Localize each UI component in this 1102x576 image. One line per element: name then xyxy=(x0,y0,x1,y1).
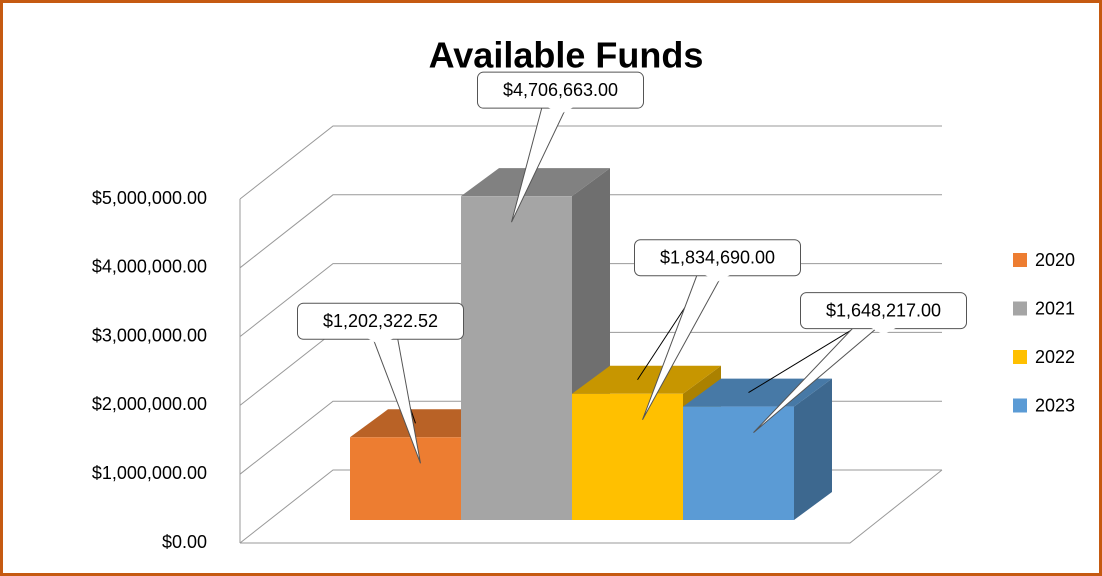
bar xyxy=(350,437,461,520)
grid-line xyxy=(239,125,942,200)
legend-label: 2021 xyxy=(1035,298,1075,318)
legend-swatch xyxy=(1013,398,1027,413)
callout-cover xyxy=(367,338,394,346)
legend-label: 2020 xyxy=(1035,250,1075,270)
legend-label: 2023 xyxy=(1035,395,1075,415)
data-label: $1,834,690.00 xyxy=(660,248,775,268)
bar xyxy=(461,196,572,520)
data-label: $1,648,217.00 xyxy=(826,300,941,320)
bar-side xyxy=(794,378,832,520)
legend-swatch xyxy=(1013,301,1027,316)
legend-label: 2022 xyxy=(1035,347,1075,367)
callout-cover xyxy=(870,327,897,335)
y-tick-label: $1,000,000.00 xyxy=(92,463,207,483)
y-tick-label: $0.00 xyxy=(162,532,207,552)
bar-top xyxy=(683,378,832,407)
bar xyxy=(683,406,794,520)
y-tick-label: $3,000,000.00 xyxy=(92,325,207,345)
floor xyxy=(240,469,943,544)
y-tick-label: $4,000,000.00 xyxy=(92,257,207,277)
legend-swatch xyxy=(1013,350,1027,364)
bar-top xyxy=(461,168,610,197)
callout-cover xyxy=(547,107,574,115)
grid-line xyxy=(239,194,942,269)
bar-top xyxy=(572,365,721,394)
legend-swatch xyxy=(1013,253,1027,267)
chart-title: Available Funds xyxy=(429,35,704,76)
y-tick-label: $2,000,000.00 xyxy=(92,394,207,414)
data-label: $4,706,663.00 xyxy=(503,80,618,100)
data-label: $1,202,322.52 xyxy=(323,311,438,331)
y-tick-label: $5,000,000.00 xyxy=(92,188,207,208)
bar xyxy=(572,393,683,520)
callout-cover xyxy=(704,274,731,282)
